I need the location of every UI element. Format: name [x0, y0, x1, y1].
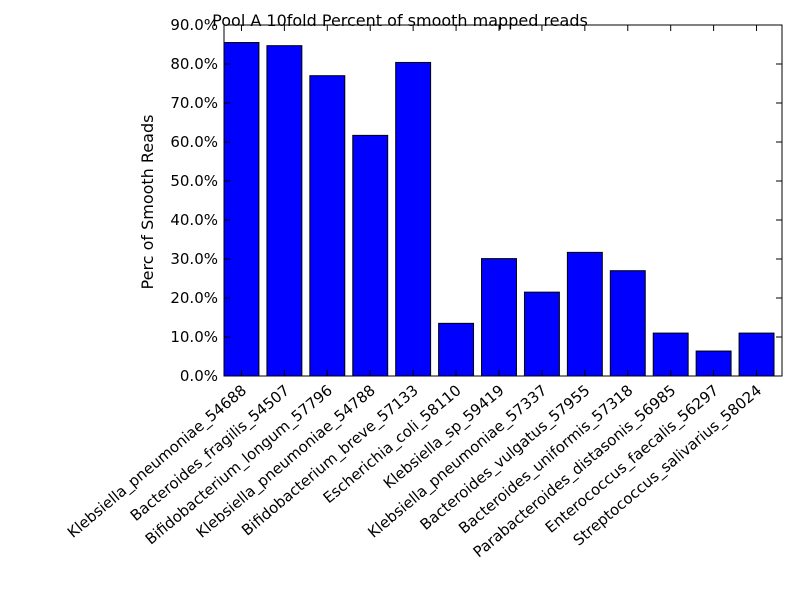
y-tick-label-8: 80.0% [170, 55, 218, 73]
bar-5 [438, 322, 475, 377]
bars-group [223, 42, 775, 377]
y-tick-label-6: 60.0% [170, 133, 218, 151]
y-tick-label-5: 50.0% [170, 172, 218, 190]
y-tick-label-2: 20.0% [170, 289, 218, 307]
bar-6 [481, 258, 517, 377]
bar-9 [609, 270, 646, 377]
bar-10 [652, 332, 689, 377]
y-axis-label: Perc of Smooth Reads [138, 115, 157, 290]
bar-0 [223, 42, 260, 377]
bar-7 [523, 291, 560, 377]
bar-8 [566, 251, 603, 377]
y-tick-label-0: 0.0% [180, 367, 218, 385]
bar-3 [352, 134, 389, 377]
plot-frame [223, 24, 783, 377]
bar-2 [309, 75, 346, 377]
bar-4 [395, 61, 432, 377]
y-tick-label-3: 30.0% [170, 250, 218, 268]
y-ticks-group: 0.0% 10.0% 20.0% 30.0% 40.0% 50.0% 60.0% 70.0% 8… [170, 16, 782, 385]
y-tick-label-4: 40.0% [170, 211, 218, 229]
y-tick-label-7: 70.0% [170, 94, 218, 112]
y-tick-label-9: 90.0% [170, 16, 218, 34]
chart-title: Pool A 10fold Percent of smooth mapped r… [212, 11, 588, 30]
bar-1 [266, 45, 303, 377]
y-tick-label-1: 10.0% [170, 328, 218, 346]
bar-12 [738, 332, 775, 377]
